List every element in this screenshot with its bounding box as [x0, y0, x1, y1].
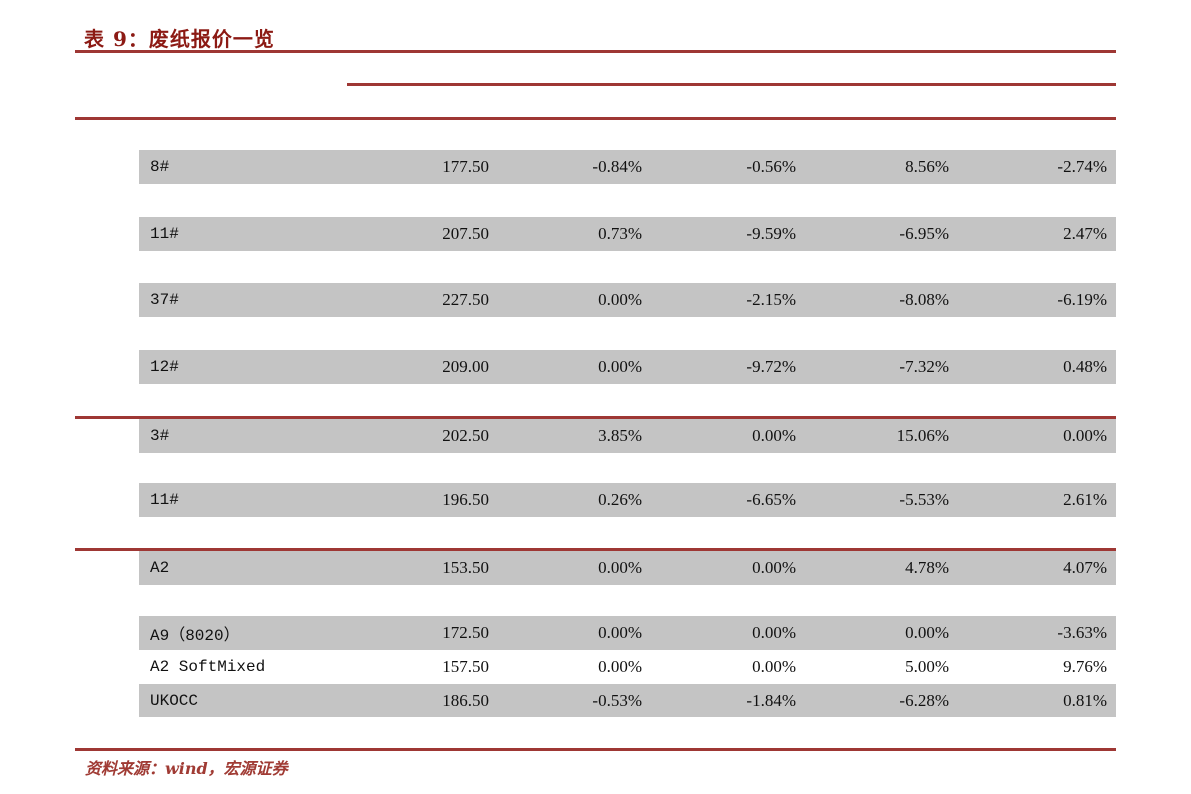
table-row: 8# 177.50 -0.84% -0.56% 8.56% -2.74% [139, 150, 1116, 184]
row-label: A9（8020） [150, 627, 240, 645]
pct-cell: -1.84% [746, 690, 796, 710]
pct-cell: 5.00% [905, 657, 949, 676]
pct-cell: 15.06% [896, 426, 949, 445]
pct-cell: 0.00% [1063, 426, 1107, 445]
price-cell: 196.50 [442, 490, 489, 509]
pct-cell: 0.00% [752, 657, 796, 676]
pct-cell: 9.76% [1063, 657, 1107, 676]
price-cell: 202.50 [442, 426, 489, 445]
pct-cell: -0.56% [746, 157, 796, 176]
price-cell: 177.50 [442, 157, 489, 176]
pct-cell: -9.72% [746, 357, 796, 376]
pct-cell: -0.53% [592, 690, 642, 710]
pct-cell: -0.84% [592, 157, 642, 176]
price-cell: 186.50 [442, 690, 489, 710]
pct-cell: 0.00% [752, 623, 796, 642]
pct-cell: 4.07% [1063, 558, 1107, 577]
pct-cell: -6.28% [899, 690, 949, 710]
header-bottom-rule [75, 117, 1116, 120]
table-bottom-rule [75, 748, 1116, 751]
pct-cell: 8.56% [905, 157, 949, 176]
pct-cell: 0.00% [598, 657, 642, 676]
row-label: 3# [150, 427, 170, 445]
header-top-rule [347, 83, 1116, 86]
pct-cell: 0.48% [1063, 357, 1107, 376]
table-row: 3# 202.50 3.85% 0.00% 15.06% 0.00% [139, 419, 1116, 453]
section-separator-rule [75, 548, 1116, 551]
pct-cell: 0.26% [598, 490, 642, 509]
price-cell: 153.50 [442, 558, 489, 577]
table-title: 表 9：废纸报价一览 [84, 27, 275, 51]
row-label: 37# [150, 291, 179, 309]
row-label: 11# [150, 491, 179, 509]
price-cell: 207.50 [442, 224, 489, 243]
pct-cell: -7.32% [899, 357, 949, 376]
table-row: A2 SoftMixed 157.50 0.00% 0.00% 5.00% 9.… [139, 650, 1116, 684]
pct-cell: -6.19% [1057, 290, 1107, 309]
pct-cell: 0.00% [598, 558, 642, 577]
pct-cell: 4.78% [905, 558, 949, 577]
price-cell: 227.50 [442, 290, 489, 309]
data-source-note: 资料来源：wind，宏源证券 [85, 759, 288, 778]
pct-cell: -3.63% [1057, 623, 1107, 642]
pct-cell: 0.00% [905, 623, 949, 642]
table-row: 37# 227.50 0.00% -2.15% -8.08% -6.19% [139, 283, 1116, 317]
pct-cell: -5.53% [899, 490, 949, 509]
table-row: A9（8020） 172.50 0.00% 0.00% 0.00% -3.63% [139, 616, 1116, 650]
table-header-blank [75, 86, 1116, 117]
pct-cell: 0.00% [752, 558, 796, 577]
pct-cell: 0.00% [598, 290, 642, 309]
title-underline-rule [75, 50, 1116, 53]
price-cell: 157.50 [442, 657, 489, 676]
pct-cell: -6.65% [746, 490, 796, 509]
table-row: 12# 209.00 0.00% -9.72% -7.32% 0.48% [139, 350, 1116, 384]
pct-cell: 0.00% [598, 623, 642, 642]
pct-cell: 0.00% [752, 426, 796, 445]
price-cell: 209.00 [442, 357, 489, 376]
pct-cell: -6.95% [899, 224, 949, 243]
row-label: A2 SoftMixed [150, 658, 266, 676]
table-row: A2 153.50 0.00% 0.00% 4.78% 4.07% [139, 551, 1116, 585]
pct-cell: -9.59% [746, 224, 796, 243]
price-cell: 172.50 [442, 623, 489, 642]
table-row: UKOCC 186.50 -0.53% -1.84% -6.28% 0.81% [139, 684, 1116, 717]
pct-cell: 3.85% [598, 426, 642, 445]
table-row: 11# 196.50 0.26% -6.65% -5.53% 2.61% [139, 483, 1116, 517]
row-label: 12# [150, 358, 179, 376]
pct-cell: -2.74% [1057, 157, 1107, 176]
section-separator-rule [75, 416, 1116, 419]
row-label: 8# [150, 158, 170, 176]
pct-cell: 2.47% [1063, 224, 1107, 243]
row-label: UKOCC [150, 691, 199, 710]
pct-cell: 2.61% [1063, 490, 1107, 509]
pct-cell: 0.00% [598, 357, 642, 376]
row-label: 11# [150, 225, 179, 243]
row-label: A2 [150, 559, 170, 577]
pct-cell: -8.08% [899, 290, 949, 309]
pct-cell: 0.81% [1063, 690, 1107, 710]
pct-cell: 0.73% [598, 224, 642, 243]
pct-cell: -2.15% [746, 290, 796, 309]
table-row: 11# 207.50 0.73% -9.59% -6.95% 2.47% [139, 217, 1116, 251]
